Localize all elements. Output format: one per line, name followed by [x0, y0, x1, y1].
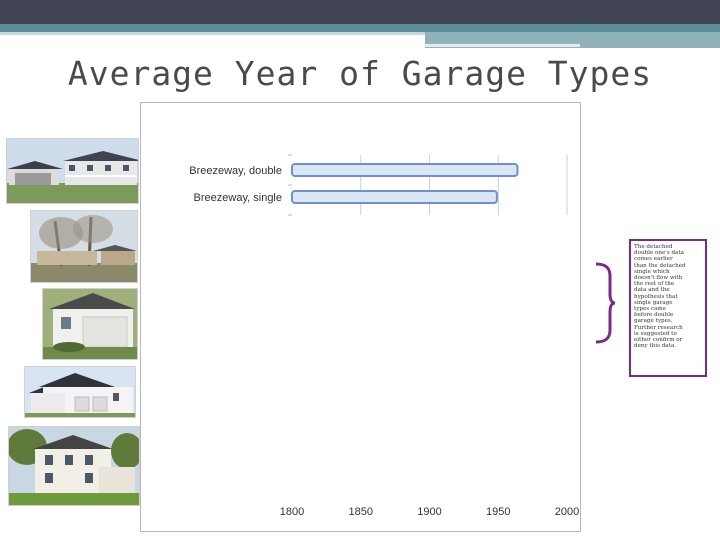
chart-x-tick-labels: 1800 1850 1900 1950 2000 [280, 506, 579, 518]
bar-0 [291, 163, 519, 177]
x-tick-label: 1800 [280, 506, 304, 518]
x-tick-label: 2000 [555, 506, 579, 518]
accent-stripe [0, 24, 720, 32]
chart-category-labels: Breezeway, double Breezeway, single [189, 165, 282, 204]
annotation-text: The detached double one's data comes ear… [634, 244, 686, 350]
bar-1 [291, 190, 498, 204]
bracket-connector [595, 262, 616, 344]
house-photo-breezeway-single [30, 210, 138, 283]
house-photo-colonial [8, 426, 140, 506]
category-label: Breezeway, single [194, 192, 282, 204]
slide-title: Average Year of Garage Types [67, 54, 653, 93]
house-photo-breezeway-double [6, 138, 139, 204]
top-banner [0, 0, 720, 24]
accent-stripe-light [0, 32, 425, 35]
annotation-box: The detached double one's data comes ear… [629, 239, 707, 377]
chart-frame: Breezeway, double Breezeway, single 1800 1… [140, 102, 581, 532]
house-photo-detached-garage [42, 288, 138, 360]
x-tick-label: 1950 [486, 506, 510, 518]
x-tick-label: 1900 [417, 506, 441, 518]
category-label: Breezeway, double [189, 165, 282, 177]
x-tick-label: 1850 [349, 506, 373, 518]
accent-stripe-faint [425, 44, 580, 47]
chart-bars [291, 163, 519, 204]
house-photo-attached-garage [24, 366, 136, 418]
